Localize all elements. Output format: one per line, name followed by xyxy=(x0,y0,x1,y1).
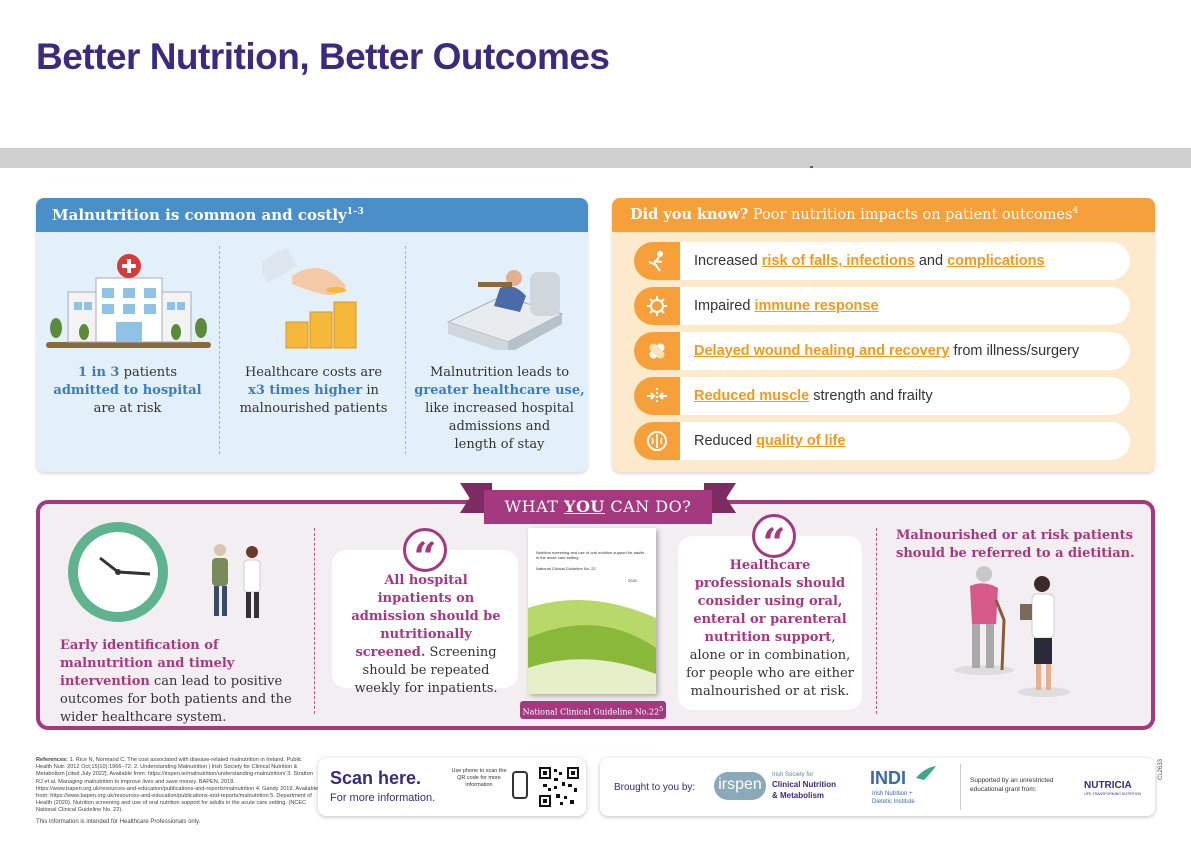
indi-description: Irish Nutrition + Dietetic Institute xyxy=(872,791,915,805)
guideline-document: Nutrition screening and use of oral nutr… xyxy=(528,528,656,694)
divider xyxy=(405,246,406,454)
brain-icon xyxy=(634,422,680,460)
consider-text: Healthcare professionals should consider… xyxy=(686,558,854,699)
outcome-row: Impaired immune response xyxy=(634,287,1130,325)
page-title: Better Nutrition, Better Outcomes xyxy=(36,36,610,77)
smoothie-jar-icon xyxy=(810,166,813,168)
patient-dietitian-icon xyxy=(954,566,1070,697)
hospital-icon xyxy=(46,254,211,348)
what-you-can-do-banner: WHAT YOU CAN DO? xyxy=(484,490,712,524)
scan-hint: Use phone to scan the QR code for more i… xyxy=(451,768,507,788)
document-code: CL2633 xyxy=(1158,758,1164,780)
nutricia-logo: NUTRICIA xyxy=(1084,780,1132,791)
bandage-icon xyxy=(634,332,680,370)
phone-icon xyxy=(512,771,528,799)
screening-text: All hospital inpatients on admission sho… xyxy=(351,573,501,696)
hospital-risk-text: 1 in 3 patients admitted to hospital are… xyxy=(53,365,202,416)
consider-card xyxy=(678,536,862,710)
outcome-row: Reduced muscle strength and frailty xyxy=(634,377,1130,415)
divider xyxy=(314,528,315,714)
food-shelf xyxy=(0,148,1191,168)
nutricia-tagline: LIFE-TRANSFORMING NUTRITION xyxy=(1084,792,1141,796)
guideline-doc-year: 2020 xyxy=(628,578,637,583)
patient-with-walker-icon xyxy=(212,544,228,616)
outcome-row: Increased risk of falls, infections and … xyxy=(634,242,1130,280)
divider xyxy=(960,764,961,810)
irspen-description: Irish Society for Clinical Nutrition & Met… xyxy=(772,772,836,800)
malnutrition-common-panel: Malnutrition is common and costly1–3 1 i… xyxy=(36,198,588,472)
coins-hand-icon xyxy=(262,246,357,349)
sponsors-box: Brought to you by: irspen Irish Society … xyxy=(600,758,1155,816)
early-identification-text: Early identification of malnutrition and… xyxy=(60,638,292,725)
divider xyxy=(876,528,877,714)
outcome-text: Reduced quality of life xyxy=(694,433,846,449)
cost-text: Healthcare costs are x3 times higher in … xyxy=(239,365,388,416)
virus-icon xyxy=(634,287,680,325)
outcome-text: Reduced muscle strength and frailty xyxy=(694,388,933,404)
outcome-text: Increased risk of falls, infections and … xyxy=(694,253,1045,269)
guideline-doc-subtitle: National Clinical Guideline No. 22 xyxy=(536,566,596,571)
hospital-bed-icon xyxy=(446,270,564,350)
qr-code-icon[interactable] xyxy=(538,766,580,808)
muscle-arrows-icon xyxy=(634,377,680,415)
scan-subtitle: For more information. xyxy=(330,792,436,804)
outcome-row: Reduced quality of life xyxy=(634,422,1130,460)
hummingbird-icon xyxy=(916,766,936,780)
referral-text: Malnourished or at risk patients should … xyxy=(896,528,1135,561)
outcome-row: Delayed wound healing and recovery from … xyxy=(634,332,1130,370)
scan-box: Scan here. For more information. Use pho… xyxy=(318,758,586,816)
outcome-text: Delayed wound healing and recovery from … xyxy=(694,343,1080,359)
healthcare-use-column: Malnutrition leads to greater healthcare… xyxy=(408,246,588,456)
quote-icon: “ xyxy=(403,528,447,581)
indi-logo: INDI xyxy=(870,768,906,788)
guideline-cover-graphic xyxy=(528,600,656,694)
screening-card xyxy=(332,550,518,688)
falling-person-icon xyxy=(634,242,680,280)
outcome-text: Impaired immune response xyxy=(694,298,879,314)
food-illustrations xyxy=(810,166,813,168)
panel-heading: Did you know? Poor nutrition impacts on … xyxy=(612,198,1155,232)
clock-icon xyxy=(68,522,261,622)
guideline-doc-title: Nutrition screening and use of oral nutr… xyxy=(536,550,645,560)
guideline-label: National Clinical Guideline No.225 xyxy=(520,701,666,719)
supported-text: Supported by an unrestricted educational… xyxy=(970,777,1054,793)
brought-label: Brought to you by: xyxy=(614,782,696,793)
scan-title: Scan here. xyxy=(330,768,422,788)
references: References: 1. Rice N, Normand C. The co… xyxy=(36,757,318,825)
irspen-logo: irspen xyxy=(714,772,766,800)
cost-column: Healthcare costs are x3 times higher in … xyxy=(222,246,405,456)
doctor-icon xyxy=(243,546,261,618)
quote-icon: “ xyxy=(752,514,796,567)
divider xyxy=(219,246,220,454)
did-you-know-panel: Did you know? Poor nutrition impacts on … xyxy=(612,198,1155,472)
hospital-risk-column: 1 in 3 patients admitted to hospital are… xyxy=(36,246,219,456)
panel-heading: Malnutrition is common and costly1–3 xyxy=(36,198,588,232)
healthcare-use-text: Malnutrition leads to greater healthcare… xyxy=(414,365,585,452)
